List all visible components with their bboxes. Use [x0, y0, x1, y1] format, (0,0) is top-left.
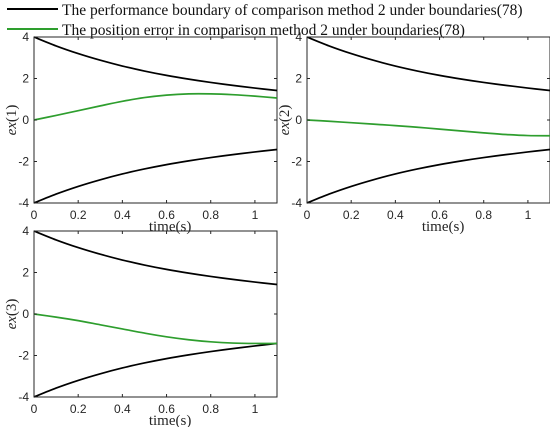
x-tick-label: 0 — [31, 402, 38, 416]
y-tick-label: 4 — [22, 224, 29, 238]
y-tick-label: 0 — [22, 113, 29, 127]
y-axis-label-index: (3) — [4, 299, 20, 317]
series-line-2-3 — [306, 119, 550, 137]
x-tick-label: 0.2 — [70, 208, 87, 222]
series-line-1-1 — [33, 36, 278, 92]
x-tick-label: 1 — [252, 208, 259, 222]
x-tick-label: 0.8 — [202, 402, 219, 416]
x-tick-label: 0.4 — [114, 208, 131, 222]
x-tick-label: 0.6 — [431, 208, 448, 222]
subplot-1: 0 0.2 0.4 0.6 0.8 1 -4 -2 0 2 4 time(s) ex(1) — [4, 30, 278, 235]
series-line-2-1 — [306, 36, 550, 92]
x-tick-label: 0.8 — [202, 208, 219, 222]
y-tick-label: -2 — [291, 155, 302, 169]
series-line-1-3 — [33, 92, 278, 121]
y-tick-label: 4 — [22, 30, 29, 44]
y-tick-label: 2 — [22, 72, 29, 86]
x-tick-label: 0.2 — [343, 208, 360, 222]
y-tick-label: -4 — [291, 196, 302, 210]
y-axis-label-var: ex — [277, 122, 293, 136]
x-tick-label: 1 — [252, 402, 259, 416]
series-line-3-3 — [33, 313, 278, 345]
y-tick-label: 4 — [295, 30, 302, 44]
y-axis-label-index: (1) — [4, 105, 20, 123]
x-tick-label: 0.4 — [114, 402, 131, 416]
series-line-1-2 — [33, 148, 278, 204]
y-tick-label: 2 — [22, 266, 29, 280]
plot-area-3 — [33, 230, 278, 398]
y-tick-label: 0 — [295, 113, 302, 127]
x-tick-label: 0 — [304, 208, 311, 222]
x-tick-label: 0.2 — [70, 402, 87, 416]
y-axis-label: ex(3) — [4, 299, 20, 330]
legend-label-error: The position error in comparison method … — [62, 22, 465, 39]
subplot-2: 0 0.2 0.4 0.6 0.8 1 -4 -2 0 2 4 time(s) ex(2) — [277, 30, 550, 235]
y-tick-label: -2 — [18, 155, 29, 169]
x-tick-label: 1 — [525, 208, 532, 222]
x-tick-label: 0.8 — [475, 208, 492, 222]
legend: The performance boundary of comparison m… — [7, 2, 523, 39]
y-axis-label: ex(1) — [4, 105, 20, 136]
series-line-3-2 — [33, 342, 278, 398]
x-axis-label: time(s) — [422, 219, 465, 235]
y-tick-label: -2 — [18, 349, 29, 363]
x-tick-label: 0.4 — [387, 208, 404, 222]
y-tick-label: 0 — [22, 307, 29, 321]
x-tick-label: 0 — [31, 208, 38, 222]
y-axis-label-index: (2) — [277, 105, 293, 123]
plot-area-2 — [306, 36, 550, 204]
y-tick-label: -4 — [18, 196, 29, 210]
x-axis-label: time(s) — [149, 219, 192, 235]
plot-area-1 — [33, 36, 278, 204]
subplot-3: 0 0.2 0.4 0.6 0.8 1 -4 -2 0 2 4 time(s) ex(3) — [4, 224, 278, 427]
y-tick-label: 2 — [295, 72, 302, 86]
y-axis-label: ex(2) — [277, 105, 293, 136]
y-axis-label-var: ex — [4, 122, 20, 136]
series-line-3-1 — [33, 230, 278, 286]
x-tick-label: 0.6 — [158, 208, 175, 222]
y-tick-label: -4 — [18, 390, 29, 404]
x-axis-label: time(s) — [149, 413, 192, 427]
y-axis-label-var: ex — [4, 316, 20, 330]
series-line-2-2 — [306, 148, 550, 204]
legend-label-boundary: The performance boundary of comparison m… — [62, 2, 523, 19]
x-tick-label: 0.6 — [158, 402, 175, 416]
